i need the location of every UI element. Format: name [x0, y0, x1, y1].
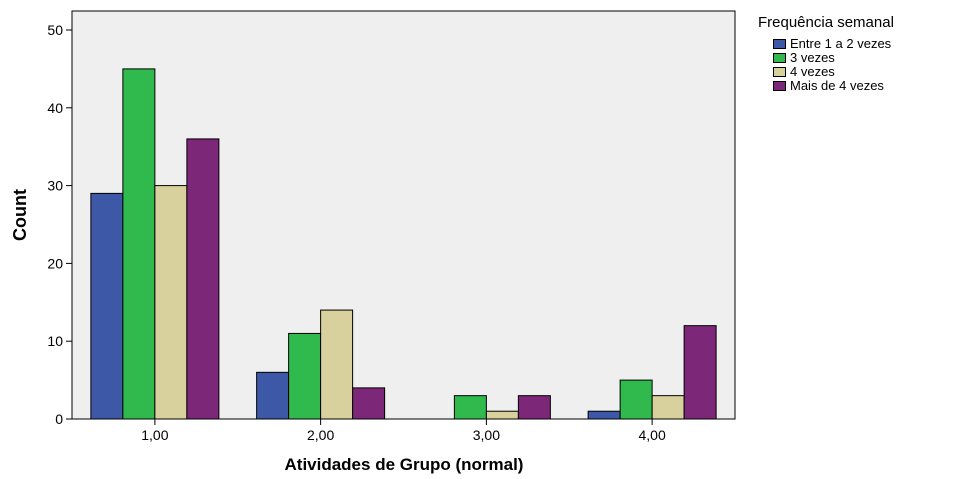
legend-item: 4 vezes	[773, 65, 894, 79]
legend-title: Frequência semanal	[758, 14, 894, 31]
legend-item: Mais de 4 vezes	[773, 79, 894, 93]
y-axis: 0 10 20 30 40 50	[47, 22, 72, 427]
y-axis-title: Count	[10, 189, 30, 241]
legend-item: 3 vezes	[773, 51, 894, 65]
bar	[651, 395, 685, 420]
bar	[186, 138, 220, 420]
y-tick-label: 50	[47, 22, 63, 38]
x-tick-label: 1,00	[141, 427, 168, 443]
bar	[485, 410, 519, 420]
legend-swatch	[773, 81, 786, 91]
bar	[587, 410, 621, 420]
bar	[320, 309, 354, 420]
bar	[154, 185, 188, 420]
bar	[453, 395, 487, 420]
legend: Frequência semanal Entre 1 a 2 vezes 3 ve…	[758, 14, 894, 93]
y-tick-label: 30	[47, 178, 63, 194]
legend-label: 3 vezes	[790, 50, 835, 65]
y-tick-label: 40	[47, 100, 63, 116]
legend-swatch	[773, 67, 786, 77]
legend-swatch	[773, 39, 786, 49]
y-tick-label: 10	[47, 333, 63, 349]
x-tick-label: 2,00	[307, 427, 334, 443]
legend-swatch	[773, 53, 786, 63]
bar	[122, 68, 156, 420]
x-tick-label: 4,00	[639, 427, 666, 443]
x-tick-label: 3,00	[473, 427, 500, 443]
legend-label: Entre 1 a 2 vezes	[790, 36, 892, 51]
y-tick-label: 20	[47, 255, 63, 271]
x-axis: 1,00 2,00 3,00 4,00	[141, 419, 666, 443]
bar	[288, 332, 322, 420]
bars-group	[90, 68, 717, 420]
y-tick-label: 0	[55, 411, 63, 427]
legend-label: Mais de 4 vezes	[790, 78, 884, 93]
x-axis-title: Atividades de Grupo (normal)	[285, 455, 524, 474]
bar	[683, 325, 717, 420]
legend-items: Entre 1 a 2 vezes 3 vezes 4 vezes Mais de 4…	[758, 37, 894, 93]
bar	[256, 371, 290, 420]
legend-label: 4 vezes	[790, 64, 835, 79]
legend-item: Entre 1 a 2 vezes	[773, 37, 894, 51]
bar	[352, 387, 386, 420]
bar	[517, 395, 551, 420]
bar	[90, 192, 124, 420]
bar	[619, 379, 653, 420]
